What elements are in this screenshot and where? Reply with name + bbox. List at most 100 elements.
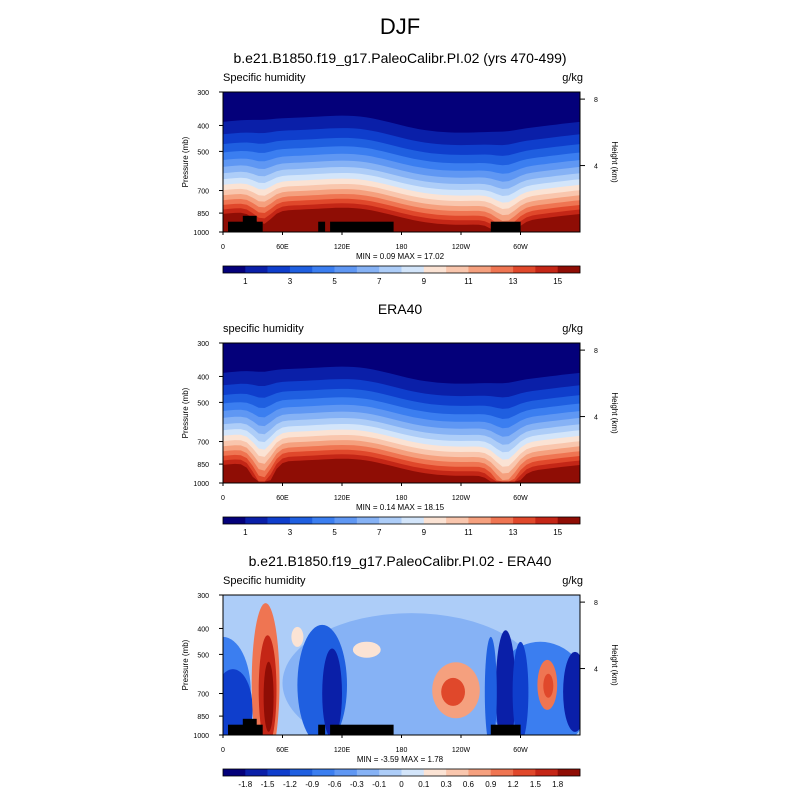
- colorbar-frame: [222, 265, 581, 274]
- colorbar-swatch: [468, 517, 492, 524]
- stats-label: MIN = -3.59 MAX = 1.78: [357, 755, 444, 764]
- y-tick-label: 500: [197, 400, 209, 407]
- colorbar-swatch: [513, 266, 536, 273]
- x-tick-label: 120W: [452, 747, 471, 754]
- colorbar-swatch: [423, 517, 447, 524]
- colorbar-swatch: [267, 517, 291, 524]
- y-tick-label: 700: [197, 189, 209, 196]
- colorbar-swatch: [468, 266, 492, 273]
- y-tick-label: 700: [197, 692, 209, 699]
- x-tick-label: 120E: [334, 495, 351, 502]
- y2-axis-label: Height (km): [610, 644, 619, 686]
- colorbar-label: 9: [422, 277, 427, 286]
- land-mask: [330, 724, 394, 735]
- y-tick-label: 400: [197, 123, 209, 130]
- contour-blob: [352, 641, 381, 658]
- panel-field-label: Specific humidity: [223, 72, 306, 84]
- colorbar-swatch: [446, 266, 469, 273]
- panel-diff: b.e21.B1850.f19_g17.PaleoCalibr.PI.02 - …: [181, 553, 619, 789]
- field-area: [223, 595, 580, 735]
- colorbar-swatch: [513, 769, 536, 776]
- y-tick-label: 1000: [193, 481, 209, 488]
- y2-tick-label: 8: [594, 348, 598, 355]
- land-mask: [318, 724, 326, 735]
- colorbar-swatch: [423, 266, 447, 273]
- colorbar-swatch: [379, 266, 402, 273]
- y-tick-label: 300: [197, 341, 209, 348]
- colorbar-swatch: [289, 769, 313, 776]
- colorbar-swatch: [223, 517, 246, 524]
- colorbar-label: 0.1: [418, 780, 430, 789]
- colorbar-swatch: [557, 769, 581, 776]
- stats-label: MIN = 0.09 MAX = 17.02: [356, 252, 445, 261]
- land-mask: [490, 221, 521, 232]
- contour-blob: [223, 669, 253, 735]
- y2-tick-label: 4: [594, 667, 598, 674]
- x-tick-label: 180: [396, 244, 408, 251]
- y-tick-label: 850: [197, 211, 209, 218]
- x-tick-label: 60W: [513, 747, 528, 754]
- x-tick-label: 60E: [276, 495, 289, 502]
- colorbar-label: 7: [377, 277, 382, 286]
- land-mask: [252, 221, 263, 232]
- y-tick-label: 700: [197, 440, 209, 447]
- contour-blob: [495, 630, 516, 735]
- colorbar-label: 1: [243, 277, 248, 286]
- colorbar-label: 15: [553, 277, 562, 286]
- y2-tick-label: 4: [594, 415, 598, 422]
- contour-band: [223, 458, 580, 483]
- field-area: [223, 343, 580, 483]
- panel-units-label: g/kg: [562, 72, 583, 84]
- y-tick-label: 300: [197, 90, 209, 97]
- x-tick-label: 60E: [276, 244, 289, 251]
- x-tick-label: 120W: [452, 495, 471, 502]
- x-tick-label: 180: [396, 747, 408, 754]
- colorbar-label: -0.1: [372, 780, 386, 789]
- stats-label: MIN = 0.14 MAX = 18.15: [356, 503, 445, 512]
- field-area: [223, 92, 580, 232]
- colorbar-swatch: [423, 769, 447, 776]
- contour-blob: [263, 661, 274, 732]
- land-mask: [490, 724, 521, 735]
- colorbar-swatch: [468, 769, 492, 776]
- colorbar-label: 1: [243, 528, 248, 537]
- colorbar-frame: [222, 768, 581, 777]
- colorbar-swatch: [557, 517, 581, 524]
- colorbar-label: 15: [553, 528, 562, 537]
- contour-blob: [563, 651, 580, 732]
- colorbar-label: 0.6: [463, 780, 475, 789]
- colorbar-swatch: [513, 517, 536, 524]
- colorbar-swatch: [490, 517, 514, 524]
- panel-units-label: g/kg: [562, 323, 583, 335]
- x-tick-label: 120W: [452, 244, 471, 251]
- x-tick-label: 0: [221, 244, 225, 251]
- x-tick-label: 120E: [334, 747, 351, 754]
- y-tick-label: 1000: [193, 230, 209, 237]
- panel-units-label: g/kg: [562, 575, 583, 587]
- x-tick-label: 180: [396, 495, 408, 502]
- colorbar-label: 9: [422, 528, 427, 537]
- colorbar-label: 11: [464, 528, 473, 537]
- colorbar-swatch: [267, 769, 291, 776]
- colorbar-swatch: [401, 266, 425, 273]
- land-mask: [330, 221, 394, 232]
- contour-blob: [512, 641, 529, 735]
- colorbar-swatch: [223, 769, 246, 776]
- colorbar-frame: [222, 516, 581, 525]
- y-axis-label: Pressure (mb): [181, 136, 190, 187]
- colorbar-label: 0.3: [441, 780, 453, 789]
- panel-title: b.e21.B1850.f19_g17.PaleoCalibr.PI.02 (y…: [233, 50, 566, 66]
- colorbar-label: 5: [332, 528, 337, 537]
- colorbar-swatch: [535, 266, 558, 273]
- y2-tick-label: 8: [594, 97, 598, 104]
- colorbar-swatch: [312, 769, 335, 776]
- land-mask: [228, 724, 248, 735]
- y2-axis-label: Height (km): [610, 141, 619, 183]
- colorbar-swatch: [334, 266, 358, 273]
- colorbar-swatch: [446, 517, 469, 524]
- colorbar-label: -0.6: [328, 780, 342, 789]
- contour-band: [223, 207, 580, 232]
- colorbar-swatch: [334, 769, 358, 776]
- colorbar-label: 1.5: [530, 780, 542, 789]
